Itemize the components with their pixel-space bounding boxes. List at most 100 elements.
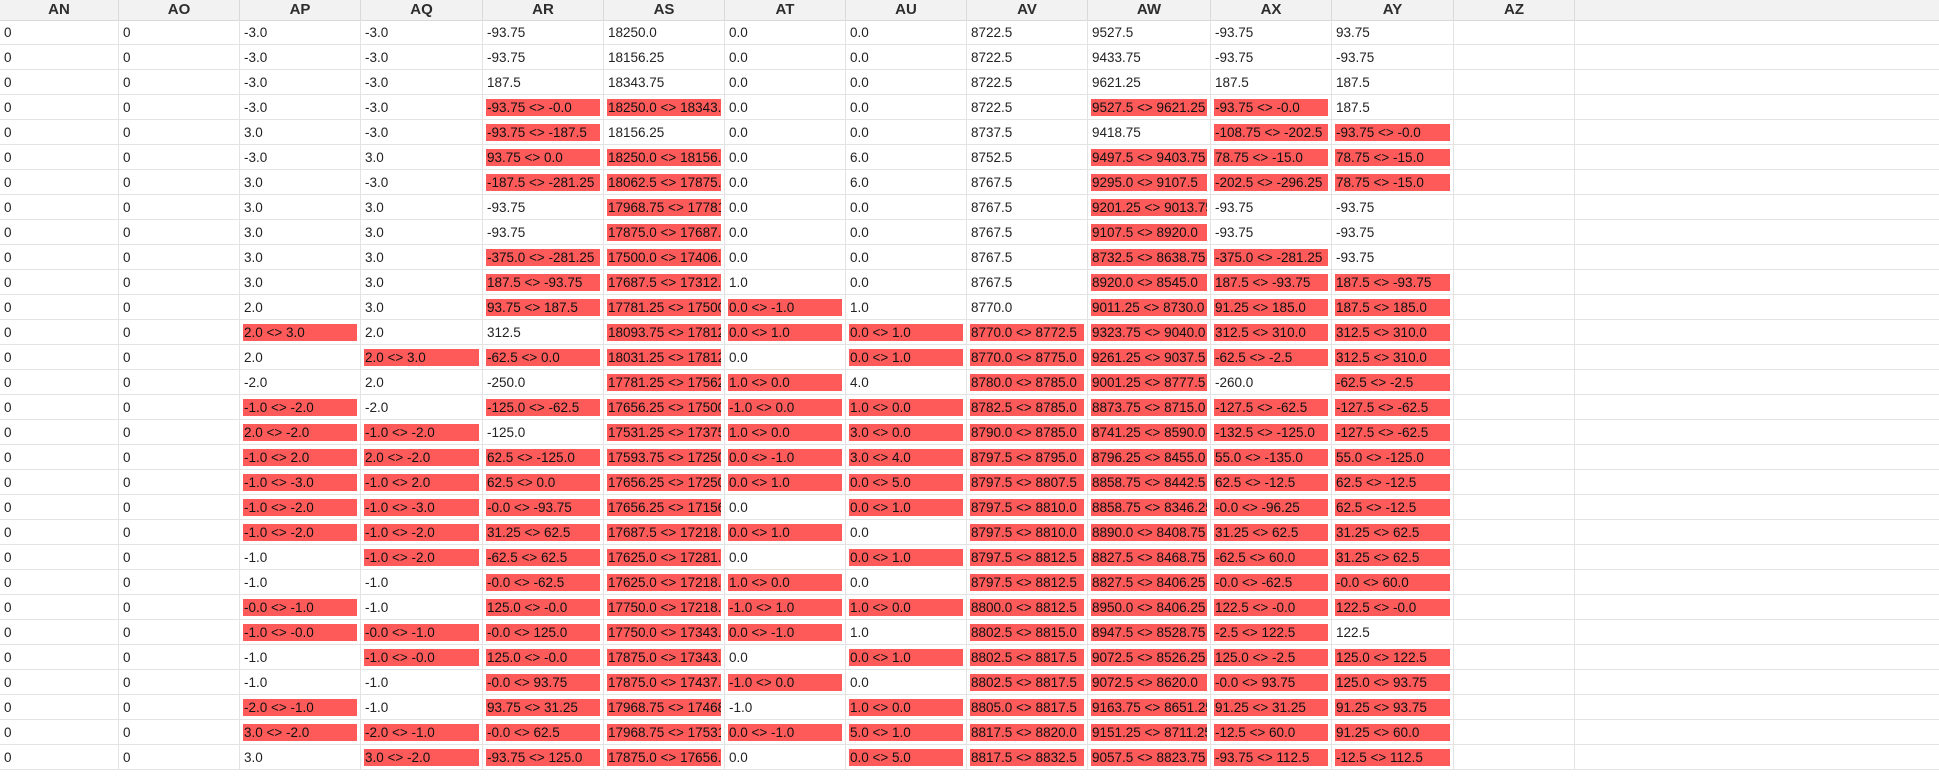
cell-az[interactable] [1454,245,1575,270]
cell-av[interactable]: 8722.5 [967,95,1088,120]
cell-an[interactable]: 0 [0,545,119,570]
cell-az[interactable] [1454,195,1575,220]
cell-au[interactable]: 0.0 [846,270,967,295]
cell-ao[interactable]: 0 [119,545,240,570]
cell-ax[interactable]: -93.75 [1211,45,1332,70]
cell-az[interactable] [1454,545,1575,570]
cell-an[interactable]: 0 [0,70,119,95]
cell-au[interactable]: 0.0 [846,120,967,145]
cell-au[interactable]: 0.0 [846,670,967,695]
cell-ax-changed[interactable]: -0.0 <> -96.25 [1211,495,1332,520]
cell-aq-changed[interactable]: -2.0 <> -1.0 [361,720,483,745]
cell-as-changed[interactable]: 17750.0 <> 17218.75 [604,595,725,620]
cell-aw[interactable]: 9433.75 [1088,45,1211,70]
cell-ao[interactable]: 0 [119,395,240,420]
cell-ao[interactable]: 0 [119,720,240,745]
cell-au-changed[interactable]: 5.0 <> 1.0 [846,720,967,745]
cell-ax[interactable]: -93.75 [1211,20,1332,45]
cell-ao[interactable]: 0 [119,195,240,220]
cell-ay-changed[interactable]: 312.5 <> 310.0 [1332,345,1454,370]
cell-ax[interactable]: -93.75 [1211,195,1332,220]
cell-ar-changed[interactable]: 62.5 <> -125.0 [483,445,604,470]
cell-au[interactable]: 6.0 [846,145,967,170]
cell-aw-changed[interactable]: 8741.25 <> 8590.0 [1088,420,1211,445]
cell-ax-changed[interactable]: -375.0 <> -281.25 [1211,245,1332,270]
cell-ax-changed[interactable]: 55.0 <> -135.0 [1211,445,1332,470]
cell-ap[interactable]: -1.0 [240,545,361,570]
cell-ar-changed[interactable]: -125.0 <> -62.5 [483,395,604,420]
cell-aw-changed[interactable]: 8858.75 <> 8346.25 [1088,495,1211,520]
cell-ar[interactable]: -93.75 [483,195,604,220]
cell-az[interactable] [1454,670,1575,695]
cell-aq[interactable]: -2.0 [361,395,483,420]
cell-ar-changed[interactable]: 187.5 <> -93.75 [483,270,604,295]
cell-az[interactable] [1454,20,1575,45]
cell-ap[interactable]: 2.0 [240,295,361,320]
cell-ar-changed[interactable]: -93.75 <> -187.5 [483,120,604,145]
cell-at[interactable]: 0.0 [725,120,846,145]
cell-ay-changed[interactable]: 122.5 <> -0.0 [1332,595,1454,620]
cell-as-changed[interactable]: 18031.25 <> 17812.5 [604,345,725,370]
cell-ay-changed[interactable]: 78.75 <> -15.0 [1332,145,1454,170]
cell-at[interactable]: 0.0 [725,220,846,245]
cell-as-changed[interactable]: 18250.0 <> 18343.75 [604,95,725,120]
cell-ap[interactable]: 3.0 [240,120,361,145]
cell-as-changed[interactable]: 17687.5 <> 17312.5 [604,270,725,295]
cell-aw-changed[interactable]: 8920.0 <> 8545.0 [1088,270,1211,295]
cell-ar[interactable]: -93.75 [483,220,604,245]
cell-ap[interactable]: 3.0 [240,745,361,770]
cell-an[interactable]: 0 [0,495,119,520]
cell-aw-changed[interactable]: 8873.75 <> 8715.0 [1088,395,1211,420]
cell-aw-changed[interactable]: 9072.5 <> 8620.0 [1088,670,1211,695]
cell-as-changed[interactable]: 17531.25 <> 17375.0 [604,420,725,445]
cell-ap[interactable]: -3.0 [240,45,361,70]
cell-az[interactable] [1454,295,1575,320]
cell-az[interactable] [1454,145,1575,170]
cell-ar-changed[interactable]: 125.0 <> -0.0 [483,645,604,670]
cell-ao[interactable]: 0 [119,220,240,245]
cell-aq-changed[interactable]: -1.0 <> -3.0 [361,495,483,520]
cell-an[interactable]: 0 [0,645,119,670]
cell-aw-changed[interactable]: 9527.5 <> 9621.25 [1088,95,1211,120]
cell-aw-changed[interactable]: 9072.5 <> 8526.25 [1088,645,1211,670]
cell-ap[interactable]: 3.0 [240,245,361,270]
cell-ap[interactable]: 3.0 [240,270,361,295]
cell-aq-changed[interactable]: 3.0 <> -2.0 [361,745,483,770]
cell-au[interactable]: 0.0 [846,45,967,70]
cell-ax-changed[interactable]: 31.25 <> 62.5 [1211,520,1332,545]
cell-ax-changed[interactable]: -93.75 <> -0.0 [1211,95,1332,120]
cell-ax-changed[interactable]: 125.0 <> -2.5 [1211,645,1332,670]
cell-au[interactable]: 1.0 [846,295,967,320]
cell-aw[interactable]: 9621.25 [1088,70,1211,95]
cell-an[interactable]: 0 [0,395,119,420]
cell-az[interactable] [1454,220,1575,245]
column-header-aw[interactable]: AW [1088,0,1211,20]
cell-at[interactable]: 0.0 [725,345,846,370]
column-header-at[interactable]: AT [725,0,846,20]
cell-av[interactable]: 8767.5 [967,170,1088,195]
cell-ay[interactable]: -93.75 [1332,195,1454,220]
column-header-aq[interactable]: AQ [361,0,483,20]
cell-at[interactable]: 0.0 [725,645,846,670]
cell-at-changed[interactable]: 0.0 <> 1.0 [725,520,846,545]
cell-ao[interactable]: 0 [119,695,240,720]
cell-an[interactable]: 0 [0,145,119,170]
cell-au-changed[interactable]: 0.0 <> 1.0 [846,495,967,520]
cell-ap[interactable]: -2.0 [240,370,361,395]
cell-as-changed[interactable]: 17781.25 <> 17500.0 [604,295,725,320]
cell-at-changed[interactable]: 1.0 <> 0.0 [725,420,846,445]
cell-at-changed[interactable]: 0.0 <> 1.0 [725,470,846,495]
cell-ax-changed[interactable]: -2.5 <> 122.5 [1211,620,1332,645]
cell-at[interactable]: 0.0 [725,495,846,520]
cell-ap[interactable]: -1.0 [240,570,361,595]
cell-az[interactable] [1454,645,1575,670]
cell-av-changed[interactable]: 8797.5 <> 8795.0 [967,445,1088,470]
cell-av-changed[interactable]: 8802.5 <> 8817.5 [967,670,1088,695]
cell-ay[interactable]: -93.75 [1332,220,1454,245]
cell-an[interactable]: 0 [0,620,119,645]
cell-aq[interactable]: 3.0 [361,195,483,220]
cell-ay-changed[interactable]: 125.0 <> 93.75 [1332,670,1454,695]
cell-aq-changed[interactable]: -1.0 <> -2.0 [361,520,483,545]
cell-ap-changed[interactable]: -0.0 <> -1.0 [240,595,361,620]
